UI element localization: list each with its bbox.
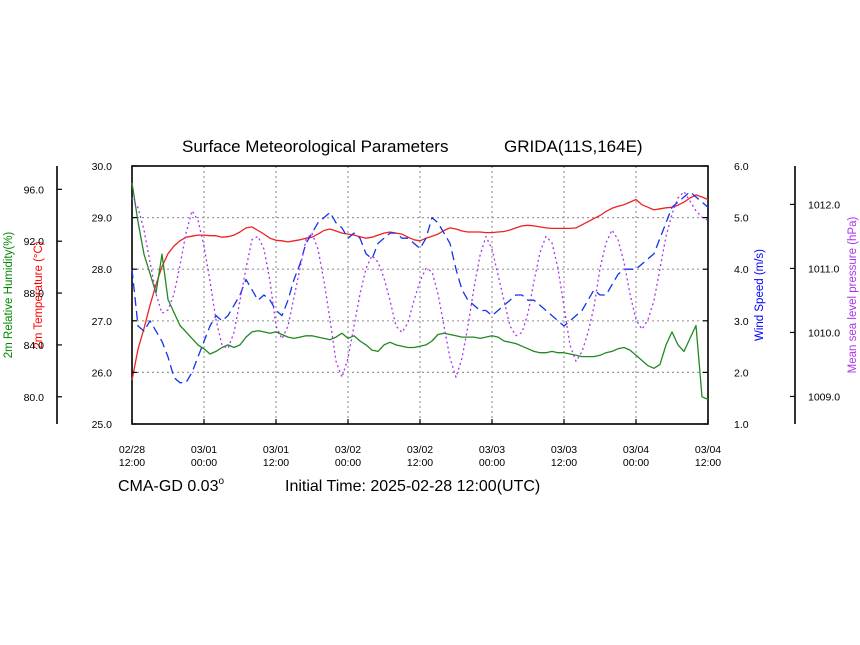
x-tick-label-date: 03/02 xyxy=(335,444,361,456)
wind-axis-tick-label: 1.0 xyxy=(734,419,749,431)
wind-axis-tick-label: 2.0 xyxy=(734,367,749,379)
pressure-axis-tick-label: 1012.0 xyxy=(808,199,840,211)
series-layer xyxy=(131,182,709,400)
series-wind-line xyxy=(131,191,709,384)
pressure-axis: Mean sea level pressure (hPa) 1009.0 1010… xyxy=(790,166,859,424)
temperature-axis-tick-label: 25.0 xyxy=(92,419,113,431)
temperature-axis: 2m Temperature (°C) 25.0 26.0 27.0 28.0 29.0… xyxy=(33,161,137,431)
x-tick-label-time: 12:00 xyxy=(695,457,721,469)
series-humidity-line xyxy=(131,182,709,400)
temperature-axis-tick-label: 28.0 xyxy=(92,264,113,276)
humidity-axis-tick-label: 88.0 xyxy=(24,288,45,300)
temperature-axis-tick-label: 26.0 xyxy=(92,367,113,379)
series-temperature-line xyxy=(131,194,709,381)
x-tick-label-date: 03/01 xyxy=(191,444,217,456)
initial-time: Initial Time: 2025-02-28 12:00(UTC) xyxy=(285,478,540,495)
x-tick-label-time: 12:00 xyxy=(119,457,145,469)
temperature-axis-label: 2m Temperature (°C) xyxy=(33,241,45,348)
x-tick-label-date: 03/03 xyxy=(479,444,505,456)
x-tick-label-date: 02/28 xyxy=(119,444,145,456)
grid xyxy=(132,166,708,424)
wind-axis-tick-label: 3.0 xyxy=(734,316,749,328)
x-tick-label-date: 03/04 xyxy=(695,444,721,456)
wind-axis-label: Wind Speed (m/s) xyxy=(754,249,766,341)
pressure-axis-tick-label: 1011.0 xyxy=(808,263,839,275)
humidity-axis-tick-label: 84.0 xyxy=(24,340,45,352)
pressure-axis-label: Mean sea level pressure (hPa) xyxy=(847,217,859,374)
x-tick-label-time: 12:00 xyxy=(263,457,289,469)
x-tick-label-time: 12:00 xyxy=(551,457,577,469)
pressure-axis-tick-label: 1010.0 xyxy=(808,327,840,339)
humidity-axis-tick-label: 92.0 xyxy=(24,236,45,248)
wind-axis-tick-label: 4.0 xyxy=(734,264,749,276)
x-tick-label-date: 03/03 xyxy=(551,444,577,456)
x-tick-label-time: 00:00 xyxy=(335,457,361,469)
pressure-axis-tick-label: 1009.0 xyxy=(808,391,840,403)
wind-axis-tick-label: 6.0 xyxy=(734,161,749,173)
humidity-axis-label: 2m Relative Humidity(%) xyxy=(3,232,15,359)
x-tick-label-time: 00:00 xyxy=(623,457,649,469)
x-tick-label-time: 12:00 xyxy=(407,457,433,469)
temperature-axis-tick-label: 29.0 xyxy=(92,213,113,225)
model-label: CMA-GD 0.03o xyxy=(118,476,224,495)
temperature-axis-tick-label: 30.0 xyxy=(92,161,113,173)
humidity-axis: 2m Relative Humidity(%) 80.0 84.0 88.0 92.0… xyxy=(3,166,62,424)
wind-axis-tick-label: 5.0 xyxy=(734,213,749,225)
x-tick-label-date: 03/02 xyxy=(407,444,433,456)
x-tick-label-date: 03/04 xyxy=(623,444,649,456)
wind-axis: Wind Speed (m/s) 1.0 2.0 3.0 4.0 5.0 6.0 xyxy=(703,161,766,431)
x-tick-label-time: 00:00 xyxy=(479,457,505,469)
x-axis: 02/2812:0003/0100:0003/0112:0003/0200:00… xyxy=(119,419,721,469)
temperature-axis-tick-label: 27.0 xyxy=(92,316,113,328)
humidity-axis-tick-label: 80.0 xyxy=(24,392,45,404)
humidity-axis-tick-label: 96.0 xyxy=(24,184,45,196)
chart-location: GRIDA(11S,164E) xyxy=(504,137,643,156)
x-tick-label-time: 00:00 xyxy=(191,457,217,469)
x-tick-label-date: 03/01 xyxy=(263,444,289,456)
chart-title: Surface Meteorological Parameters xyxy=(182,137,448,156)
